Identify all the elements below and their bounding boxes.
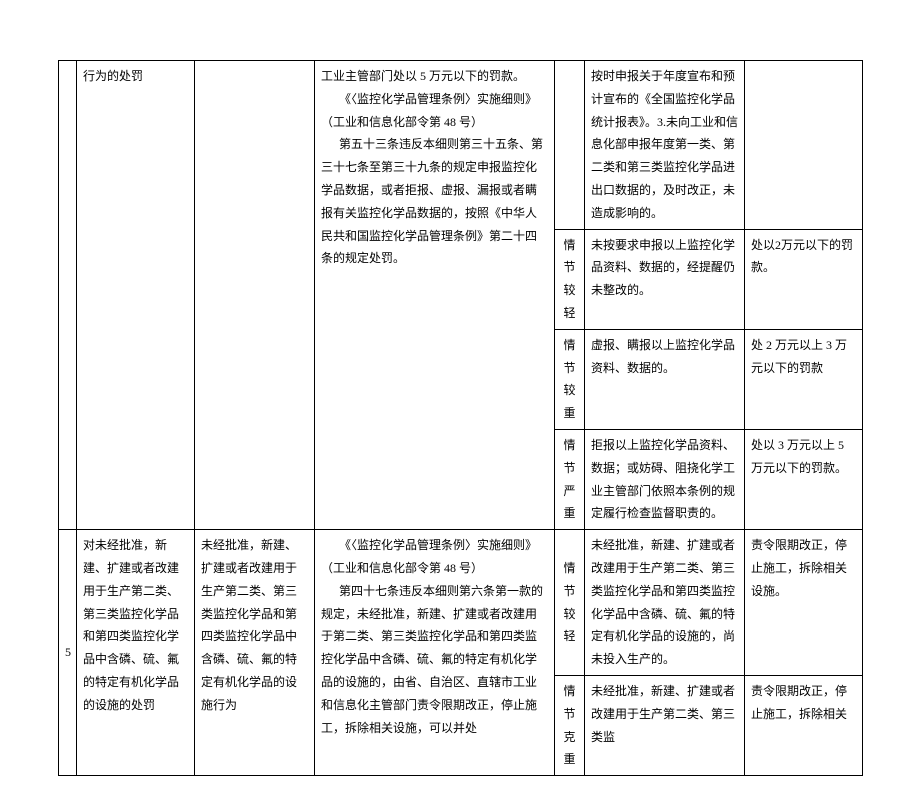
- regulation-table: 行为的处罚 工业主管部门处以 5 万元以下的罚款。 《〈监控化学品管理条例〉实施…: [58, 60, 863, 776]
- text: 对未经批准，新建、扩建或者改建用于生产第二类、第三类监控化学品和第四类监控化学品…: [83, 538, 179, 712]
- cell-penalty: 处以 3 万元以上 5 万元以下的罚款。: [745, 429, 863, 529]
- text: 拒报以上监控化学品资料、数据；或妨碍、阻挠化学工业主管部门依照本条例的规定履行检…: [591, 438, 735, 520]
- cell-level: 情节较轻: [555, 530, 585, 676]
- cell-penalty: [745, 61, 863, 230]
- cell-situation: 未按要求申报以上监控化学品资料、数据的，经提醒仍未整改的。: [585, 229, 745, 329]
- para: 第四十七条违反本细则第六条第一款的规定，未经批准，新建、扩建或者改建用于第二类、…: [321, 580, 548, 740]
- cell-penalty: 责令限期改正，停止施工，拆除相关设施。: [745, 530, 863, 676]
- cell-level: 情节较轻: [555, 229, 585, 329]
- cell-situation: 拒报以上监控化学品资料、数据；或妨碍、阻挠化学工业主管部门依照本条例的规定履行检…: [585, 429, 745, 529]
- text: 未经批准，新建、扩建或者改建用于生产第二类、第三类监: [591, 684, 735, 744]
- cell-situation: 按时申报关于年度宣布和预计宣布的《全国监控化学品统计报表》。3.未向工业和信息化…: [585, 61, 745, 230]
- text: 行为的处罚: [83, 69, 143, 83]
- text: 情节严重: [563, 438, 575, 520]
- cell-behavior: [195, 61, 315, 530]
- text: 责令限期改正，停止施工，拆除相关设施。: [751, 538, 847, 598]
- cell-level: [555, 61, 585, 230]
- text: 情节克重: [563, 684, 575, 766]
- cell-title: 行为的处罚: [77, 61, 195, 530]
- cell-basis: 《〈监控化学品管理条例〉实施细则》（工业和信息化部令第 48 号） 第四十七条违…: [315, 530, 555, 776]
- text: 处以2万元以下的罚款。: [751, 238, 853, 275]
- para: 《〈监控化学品管理条例〉实施细则》（工业和信息化部令第 48 号）: [321, 88, 548, 134]
- cell-situation: 虚报、瞒报以上监控化学品资料、数据的。: [585, 329, 745, 429]
- cell-situation: 未经批准，新建、扩建或者改建用于生产第二类、第三类监控化学品和第四类监控化学品中…: [585, 530, 745, 676]
- text: 未经批准，新建、扩建或者改建用于生产第二类、第三类监控化学品和第四类监控化学品中…: [591, 538, 735, 666]
- table-row: 5 对未经批准，新建、扩建或者改建用于生产第二类、第三类监控化学品和第四类监控化…: [59, 530, 863, 676]
- table-row: 行为的处罚 工业主管部门处以 5 万元以下的罚款。 《〈监控化学品管理条例〉实施…: [59, 61, 863, 230]
- cell-penalty: 处 2 万元以上 3 万元以下的罚款: [745, 329, 863, 429]
- cell-penalty: 责令限期改正，停止施工，拆除相关: [745, 675, 863, 775]
- cell-behavior: 未经批准，新建、扩建或者改建用于生产第二类、第三类监控化学品和第四类监控化学品中…: [195, 530, 315, 776]
- text: 情节较轻: [563, 561, 575, 643]
- text: 未按要求申报以上监控化学品资料、数据的，经提醒仍未整改的。: [591, 238, 735, 298]
- cell-level: 情节较重: [555, 329, 585, 429]
- text: 按时申报关于年度宣布和预计宣布的《全国监控化学品统计报表》。3.未向工业和信息化…: [591, 69, 738, 220]
- text: 责令限期改正，停止施工，拆除相关: [751, 684, 847, 721]
- cell-index: [59, 61, 77, 530]
- document-page: 行为的处罚 工业主管部门处以 5 万元以下的罚款。 《〈监控化学品管理条例〉实施…: [0, 0, 920, 796]
- text: 情节较重: [563, 338, 575, 420]
- cell-index: 5: [59, 530, 77, 776]
- text: 虚报、瞒报以上监控化学品资料、数据的。: [591, 338, 735, 375]
- cell-title: 对未经批准，新建、扩建或者改建用于生产第二类、第三类监控化学品和第四类监控化学品…: [77, 530, 195, 776]
- para: 第五十三条违反本细则第三十五条、第三十七条至第三十九条的规定申报监控化学品数据，…: [321, 133, 548, 270]
- cell-level: 情节克重: [555, 675, 585, 775]
- cell-penalty: 处以2万元以下的罚款。: [745, 229, 863, 329]
- text: 情节较轻: [563, 238, 575, 320]
- text: 处以 3 万元以上 5 万元以下的罚款。: [751, 438, 847, 475]
- text: 5: [65, 645, 71, 659]
- para: 《〈监控化学品管理条例〉实施细则》（工业和信息化部令第 48 号）: [321, 534, 548, 580]
- cell-situation: 未经批准，新建、扩建或者改建用于生产第二类、第三类监: [585, 675, 745, 775]
- cell-level: 情节严重: [555, 429, 585, 529]
- text: 未经批准，新建、扩建或者改建用于生产第二类、第三类监控化学品和第四类监控化学品中…: [201, 538, 297, 712]
- cell-basis: 工业主管部门处以 5 万元以下的罚款。 《〈监控化学品管理条例〉实施细则》（工业…: [315, 61, 555, 530]
- para: 工业主管部门处以 5 万元以下的罚款。: [321, 65, 548, 88]
- text: 处 2 万元以上 3 万元以下的罚款: [751, 338, 847, 375]
